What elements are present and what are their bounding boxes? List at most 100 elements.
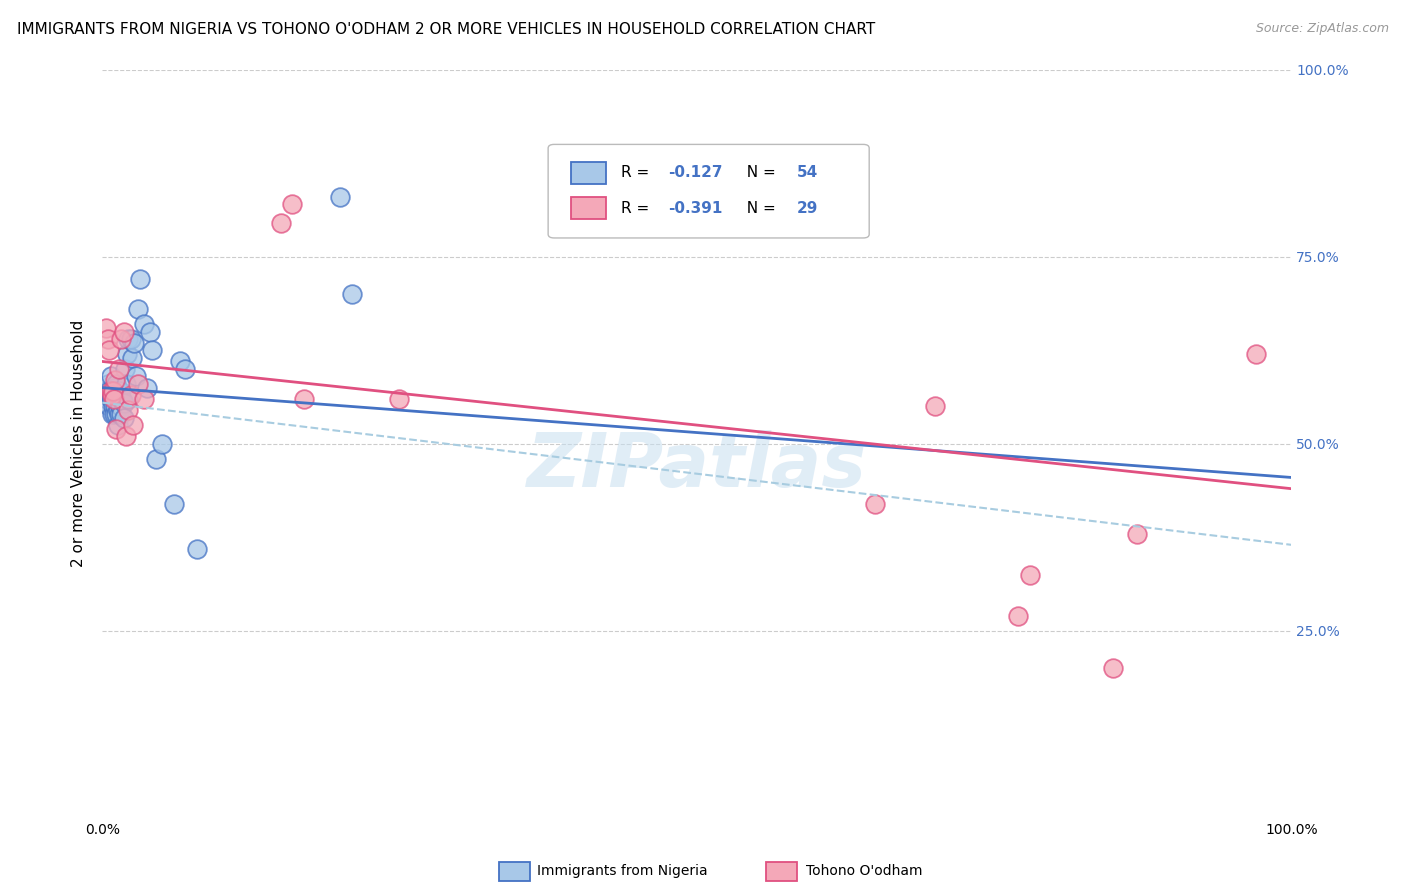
- Point: [111, 392, 134, 406]
- Point: [1018, 567, 1040, 582]
- Point: [101, 384, 124, 399]
- Point: [120, 388, 142, 402]
- Point: [108, 392, 131, 406]
- Point: [94, 320, 117, 334]
- Point: [105, 422, 128, 436]
- Text: N =: N =: [737, 201, 780, 216]
- FancyBboxPatch shape: [571, 197, 606, 219]
- Point: [292, 392, 315, 406]
- Text: N =: N =: [737, 165, 780, 180]
- Point: [94, 384, 117, 399]
- Point: [124, 335, 146, 350]
- Point: [115, 376, 138, 391]
- Point: [340, 287, 363, 301]
- Point: [117, 332, 139, 346]
- Point: [112, 395, 135, 409]
- Point: [100, 369, 122, 384]
- Point: [174, 362, 197, 376]
- Point: [115, 347, 138, 361]
- Point: [136, 381, 159, 395]
- Text: -0.391: -0.391: [668, 201, 723, 216]
- Point: [139, 325, 162, 339]
- Text: Source: ZipAtlas.com: Source: ZipAtlas.com: [1256, 22, 1389, 36]
- Point: [105, 376, 128, 391]
- Point: [96, 392, 118, 406]
- Point: [107, 388, 129, 402]
- Point: [132, 317, 155, 331]
- Text: Immigrants from Nigeria: Immigrants from Nigeria: [537, 864, 707, 879]
- Point: [388, 392, 411, 406]
- Point: [281, 197, 304, 211]
- Point: [101, 384, 124, 399]
- Point: [863, 497, 886, 511]
- Point: [112, 325, 135, 339]
- Point: [98, 343, 121, 358]
- Point: [108, 400, 131, 414]
- Text: 29: 29: [797, 201, 818, 216]
- Point: [107, 403, 129, 417]
- Point: [103, 381, 125, 395]
- Point: [103, 407, 125, 421]
- Point: [110, 332, 132, 346]
- Point: [1244, 347, 1267, 361]
- Point: [127, 376, 149, 391]
- Point: [98, 384, 121, 399]
- Point: [98, 400, 121, 414]
- Point: [105, 407, 128, 421]
- Point: [186, 541, 208, 556]
- Point: [104, 400, 127, 414]
- Point: [117, 403, 139, 417]
- Point: [100, 392, 122, 406]
- Point: [122, 418, 145, 433]
- Point: [100, 388, 122, 402]
- Point: [1007, 608, 1029, 623]
- Point: [101, 400, 124, 414]
- Text: R =: R =: [620, 201, 654, 216]
- Y-axis label: 2 or more Vehicles in Household: 2 or more Vehicles in Household: [72, 320, 86, 567]
- Point: [115, 429, 138, 443]
- Text: IMMIGRANTS FROM NIGERIA VS TOHONO O'ODHAM 2 OR MORE VEHICLES IN HOUSEHOLD CORREL: IMMIGRANTS FROM NIGERIA VS TOHONO O'ODHA…: [17, 22, 875, 37]
- Point: [103, 392, 125, 406]
- Point: [104, 384, 127, 399]
- Point: [108, 362, 131, 376]
- Point: [108, 384, 131, 399]
- Point: [100, 384, 122, 399]
- Point: [117, 392, 139, 406]
- Point: [162, 497, 184, 511]
- Point: [924, 400, 946, 414]
- Point: [110, 392, 132, 406]
- Point: [270, 216, 292, 230]
- Point: [329, 190, 352, 204]
- Point: [169, 354, 191, 368]
- Point: [145, 451, 167, 466]
- FancyBboxPatch shape: [548, 145, 869, 238]
- Text: 54: 54: [797, 165, 818, 180]
- Point: [132, 392, 155, 406]
- Point: [1125, 526, 1147, 541]
- Point: [120, 332, 142, 346]
- Point: [104, 373, 127, 387]
- Point: [124, 369, 146, 384]
- Point: [121, 351, 143, 365]
- Point: [150, 437, 173, 451]
- Point: [114, 362, 136, 376]
- Point: [100, 392, 122, 406]
- Point: [105, 392, 128, 406]
- Point: [127, 301, 149, 316]
- Text: R =: R =: [620, 165, 654, 180]
- Point: [1102, 661, 1125, 675]
- Text: -0.127: -0.127: [668, 165, 723, 180]
- Text: ZIPatlas: ZIPatlas: [527, 430, 866, 503]
- Point: [97, 332, 120, 346]
- Point: [103, 392, 125, 406]
- Point: [129, 272, 152, 286]
- Point: [110, 407, 132, 421]
- Point: [100, 407, 122, 421]
- Point: [107, 418, 129, 433]
- Point: [141, 343, 163, 358]
- Point: [108, 407, 131, 421]
- Text: Tohono O'odham: Tohono O'odham: [806, 864, 922, 879]
- Point: [112, 410, 135, 425]
- Point: [97, 376, 120, 391]
- FancyBboxPatch shape: [571, 161, 606, 184]
